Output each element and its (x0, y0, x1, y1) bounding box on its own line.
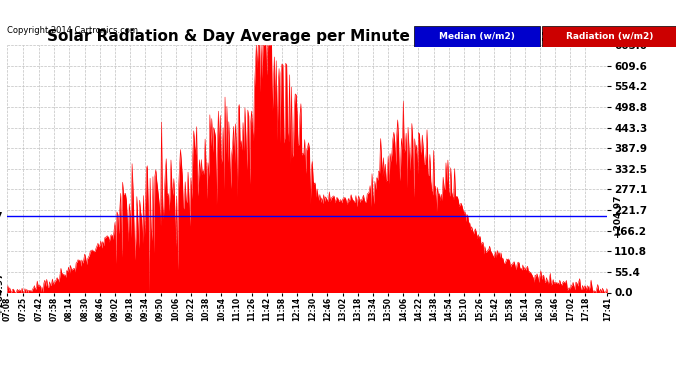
FancyBboxPatch shape (542, 26, 676, 47)
Title: Solar Radiation & Day Average per Minute  Thu Oct 23 17:54: Solar Radiation & Day Average per Minute… (47, 29, 567, 44)
Text: +204.97: +204.97 (613, 195, 622, 237)
Text: Median (w/m2): Median (w/m2) (439, 32, 515, 41)
FancyBboxPatch shape (414, 26, 540, 47)
Text: +204.97: +204.97 (0, 212, 2, 221)
Text: +204.97: +204.97 (0, 271, 4, 314)
Text: Radiation (w/m2): Radiation (w/m2) (566, 32, 653, 41)
Text: Copyright 2014 Cartronics.com: Copyright 2014 Cartronics.com (7, 26, 138, 35)
